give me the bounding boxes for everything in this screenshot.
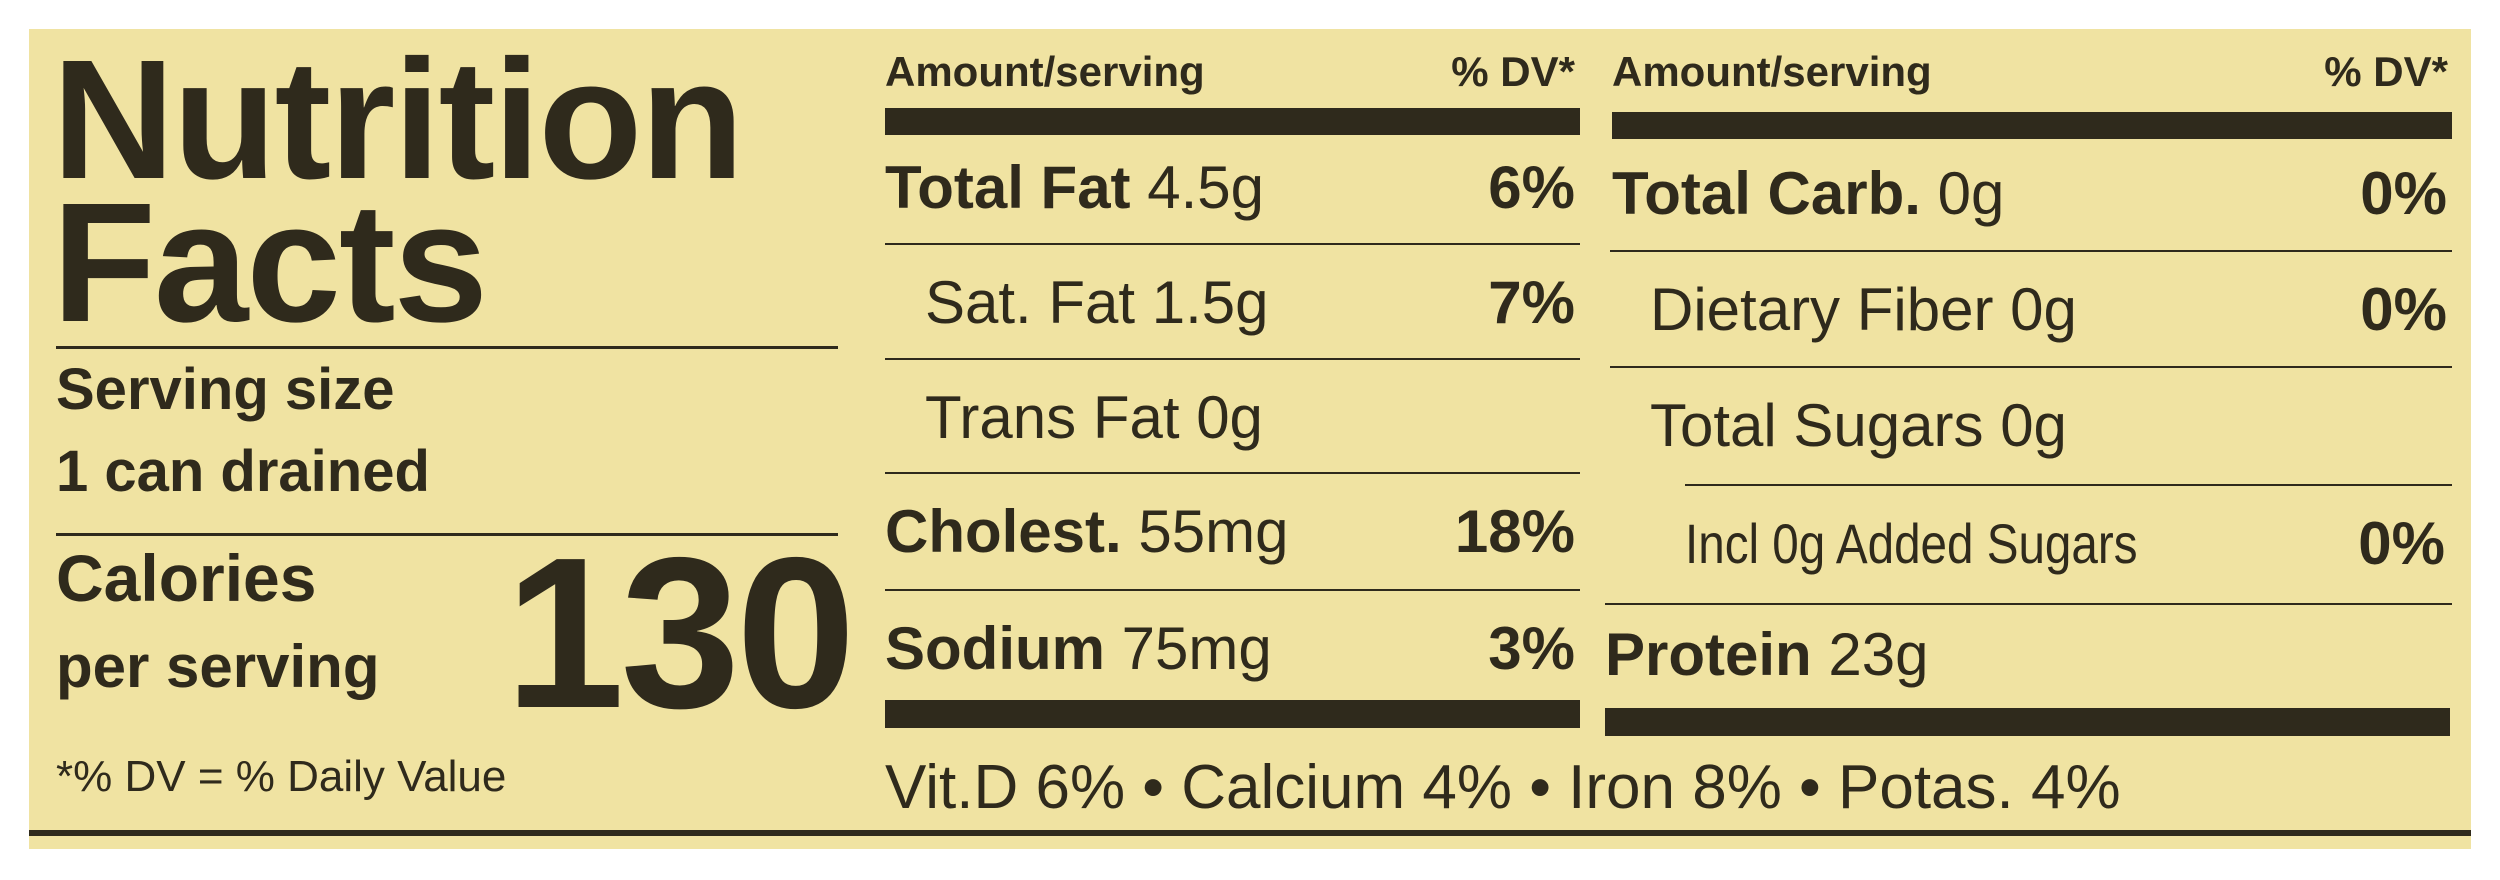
divider [56, 346, 838, 349]
nutrient-name: Dietary Fiber [1650, 276, 1994, 343]
nutrient-dv: 7% [1488, 269, 1575, 336]
vitamins-minerals: Vit.D 6% • Calcium 4% • Iron 8% • Potas.… [885, 753, 2121, 822]
serving-size-value: 1 can drained [56, 439, 430, 504]
nutrient-amount: 0g [2000, 392, 2067, 459]
divider [56, 533, 838, 536]
title-nutrition: Nutrition [52, 25, 744, 215]
nutrient-row-cholesterol: Cholest. 55mg 18% [885, 474, 1575, 589]
nutrient-row-total-carb: Total Carb. 0g 0% [1612, 136, 2447, 251]
title-facts: Facts [52, 168, 488, 358]
nutrient-row-sodium: Sodium 75mg 3% [885, 591, 1575, 706]
nutrient-name: Total Carb. [1612, 160, 1921, 227]
nutrient-row-dietary-fiber: Dietary Fiber 0g 0% [1650, 252, 2447, 367]
thick-bar [1605, 708, 2450, 736]
nutrient-dv: 0% [2360, 160, 2447, 227]
nutrient-amount: 0g [2010, 276, 2077, 343]
nutrient-name: Total Sugars [1650, 392, 1984, 459]
calories-label: Calories [56, 541, 317, 615]
serving-size-label: Serving size [56, 357, 395, 422]
bottom-rule [29, 830, 2471, 836]
amount-header: Amount/serving [885, 48, 1205, 95]
nutrient-name: Trans Fat [925, 384, 1180, 451]
nutrient-name: Incl 0g Added Sugars [1685, 512, 2138, 575]
amount-header: Amount/serving [1612, 48, 1932, 95]
divider [1610, 366, 2452, 368]
divider [885, 472, 1580, 474]
dv-header: % DV* [1451, 48, 1575, 95]
nutrient-dv: 0% [2358, 510, 2445, 577]
divider [1605, 603, 2452, 605]
nutrient-dv: 18% [1454, 498, 1575, 565]
nutrient-row-added-sugars: Incl 0g Added Sugars 0% [1685, 486, 2445, 601]
nutrient-amount: 75mg [1121, 615, 1272, 682]
calories-sublabel: per serving [56, 633, 380, 700]
nutrient-row-total-fat: Total Fat 4.5g 6% [885, 130, 1575, 245]
nutrient-amount: 23g [1828, 621, 1929, 688]
nutrient-amount: 4.5g [1147, 154, 1264, 221]
nutrient-dv: 3% [1488, 615, 1575, 682]
nutrient-amount: 1.5g [1151, 269, 1269, 336]
nutrient-row-sat-fat: Sat. Fat 1.5g 7% [925, 245, 1575, 360]
nutrient-row-total-sugars: Total Sugars 0g [1650, 368, 2447, 483]
calories-value: 130 [505, 512, 856, 753]
divider [1610, 250, 2452, 252]
nutrient-name: Cholest. [885, 498, 1122, 565]
nutrient-row-trans-fat: Trans Fat 0g [925, 360, 1575, 475]
divider [885, 243, 1580, 245]
nutrient-dv: 6% [1488, 154, 1575, 221]
nutrient-name: Sat. Fat [925, 269, 1136, 336]
nutrient-name: Sodium [885, 615, 1105, 682]
thick-bar [1612, 112, 2452, 139]
nutrient-row-protein: Protein 23g [1605, 597, 2445, 712]
nutrient-amount: 0g [1196, 384, 1263, 451]
thick-bar [885, 700, 1580, 728]
divider [885, 358, 1580, 360]
divider [1685, 484, 2452, 486]
nutrient-name: Protein [1605, 621, 1812, 688]
nutrient-dv: 0% [2360, 276, 2447, 343]
nutrient-amount: 55mg [1138, 498, 1289, 565]
thick-bar [885, 108, 1580, 135]
nutrient-name: Total Fat [885, 154, 1131, 221]
divider [885, 589, 1580, 591]
nutrient-amount: 0g [1937, 160, 2005, 227]
dv-header: % DV* [2324, 48, 2448, 95]
footnote: *% DV = % Daily Value [56, 752, 507, 801]
